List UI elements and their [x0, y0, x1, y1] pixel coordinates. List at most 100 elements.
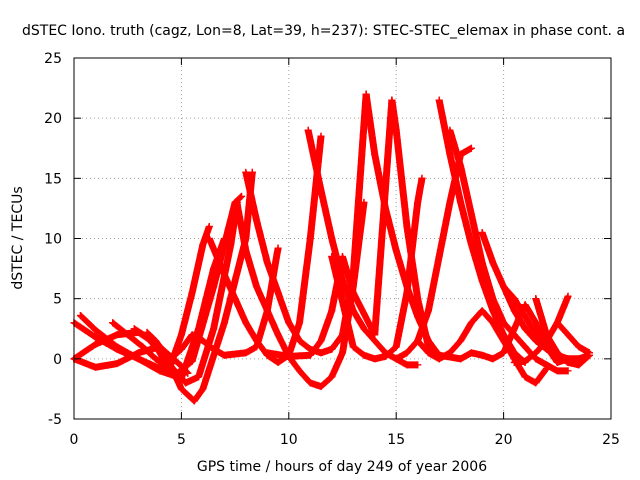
data-point [403, 222, 411, 230]
data-point [220, 319, 228, 327]
data-point [360, 351, 368, 359]
data-point [328, 345, 336, 353]
data-point [362, 90, 370, 98]
data-point [242, 247, 250, 255]
data-point [467, 241, 475, 249]
data-point [446, 150, 454, 158]
data-point [306, 351, 314, 359]
data-point [532, 295, 540, 303]
data-point [242, 168, 250, 176]
data-point [177, 331, 185, 339]
data-point [143, 328, 151, 336]
data-point [296, 337, 304, 345]
data-point [184, 369, 192, 377]
data-point [190, 397, 198, 405]
data-point [521, 325, 529, 333]
data-point [388, 96, 396, 104]
data-point [134, 355, 142, 363]
data-point [210, 325, 218, 333]
data-point [139, 343, 147, 351]
chart-title: dSTEC Iono. truth (cagz, Lon=8, Lat=39, … [22, 23, 625, 39]
x-tick-label: 5 [177, 432, 186, 448]
data-point [91, 363, 99, 371]
data-point [199, 337, 207, 345]
data-point [553, 349, 561, 357]
x-tick-label: 20 [495, 432, 513, 448]
y-tick-label: 20 [44, 111, 62, 127]
data-point [532, 331, 540, 339]
data-point [188, 289, 196, 297]
data-point [328, 373, 336, 381]
data-point [210, 345, 218, 353]
data-point [403, 361, 411, 369]
data-point [263, 259, 271, 267]
data-point [510, 307, 518, 315]
data-point [91, 326, 99, 334]
data-point [371, 355, 379, 363]
data-point [328, 235, 336, 242]
data-point [263, 349, 271, 357]
data-point [113, 331, 121, 339]
data-point [435, 355, 443, 363]
data-point [205, 222, 213, 230]
data-point [489, 355, 497, 363]
data-point [403, 283, 411, 291]
series-9 [205, 132, 325, 366]
series-17 [392, 144, 475, 363]
series-26 [553, 319, 594, 357]
data-point [510, 295, 518, 303]
data-point [130, 325, 138, 333]
data-point [553, 319, 561, 327]
data-point [253, 337, 261, 345]
data-point [414, 337, 422, 345]
data-point [152, 337, 160, 345]
data-point [371, 337, 379, 345]
data-point [242, 319, 250, 327]
data-point [457, 355, 465, 363]
data-point [392, 247, 400, 255]
data-point [381, 352, 389, 360]
data-point [489, 319, 497, 327]
data-point [167, 355, 175, 363]
data-points [70, 90, 594, 405]
data-point [543, 361, 551, 369]
data-point [233, 201, 241, 209]
data-point [328, 307, 336, 315]
data-point [478, 351, 486, 359]
x-tick-label: 10 [280, 432, 298, 448]
data-point [564, 331, 572, 339]
y-tick-label: 10 [44, 232, 62, 248]
data-point [109, 319, 117, 327]
data-point [76, 312, 84, 320]
data-point [521, 313, 529, 321]
data-point [478, 259, 486, 267]
data-point [134, 349, 142, 357]
data-point [177, 345, 185, 353]
x-tick-label: 0 [70, 432, 79, 448]
data-point [306, 235, 314, 242]
data-point [457, 198, 465, 206]
data-point [274, 358, 282, 366]
data-point [467, 349, 475, 357]
data-point [349, 289, 357, 297]
x-tick-label: 15 [387, 432, 405, 448]
data-point [231, 295, 239, 303]
data-point [349, 343, 357, 351]
data-point [152, 355, 160, 363]
y-tick-label: 0 [53, 352, 62, 368]
data-point [403, 349, 411, 357]
data-point [238, 192, 246, 200]
data-point [392, 355, 400, 363]
data-point [500, 319, 508, 327]
y-tick-label: 15 [44, 171, 62, 187]
data-point [510, 358, 518, 366]
data-point [543, 331, 551, 339]
data-point [489, 259, 497, 267]
axis-ticks: 0 5 10 15 20 25 -5 0 5 10 15 20 25 [44, 51, 620, 448]
data-point [227, 241, 235, 249]
series-markers [553, 319, 593, 357]
data-point [586, 349, 594, 357]
data-point [91, 340, 99, 348]
y-tick-label: -5 [48, 412, 62, 428]
